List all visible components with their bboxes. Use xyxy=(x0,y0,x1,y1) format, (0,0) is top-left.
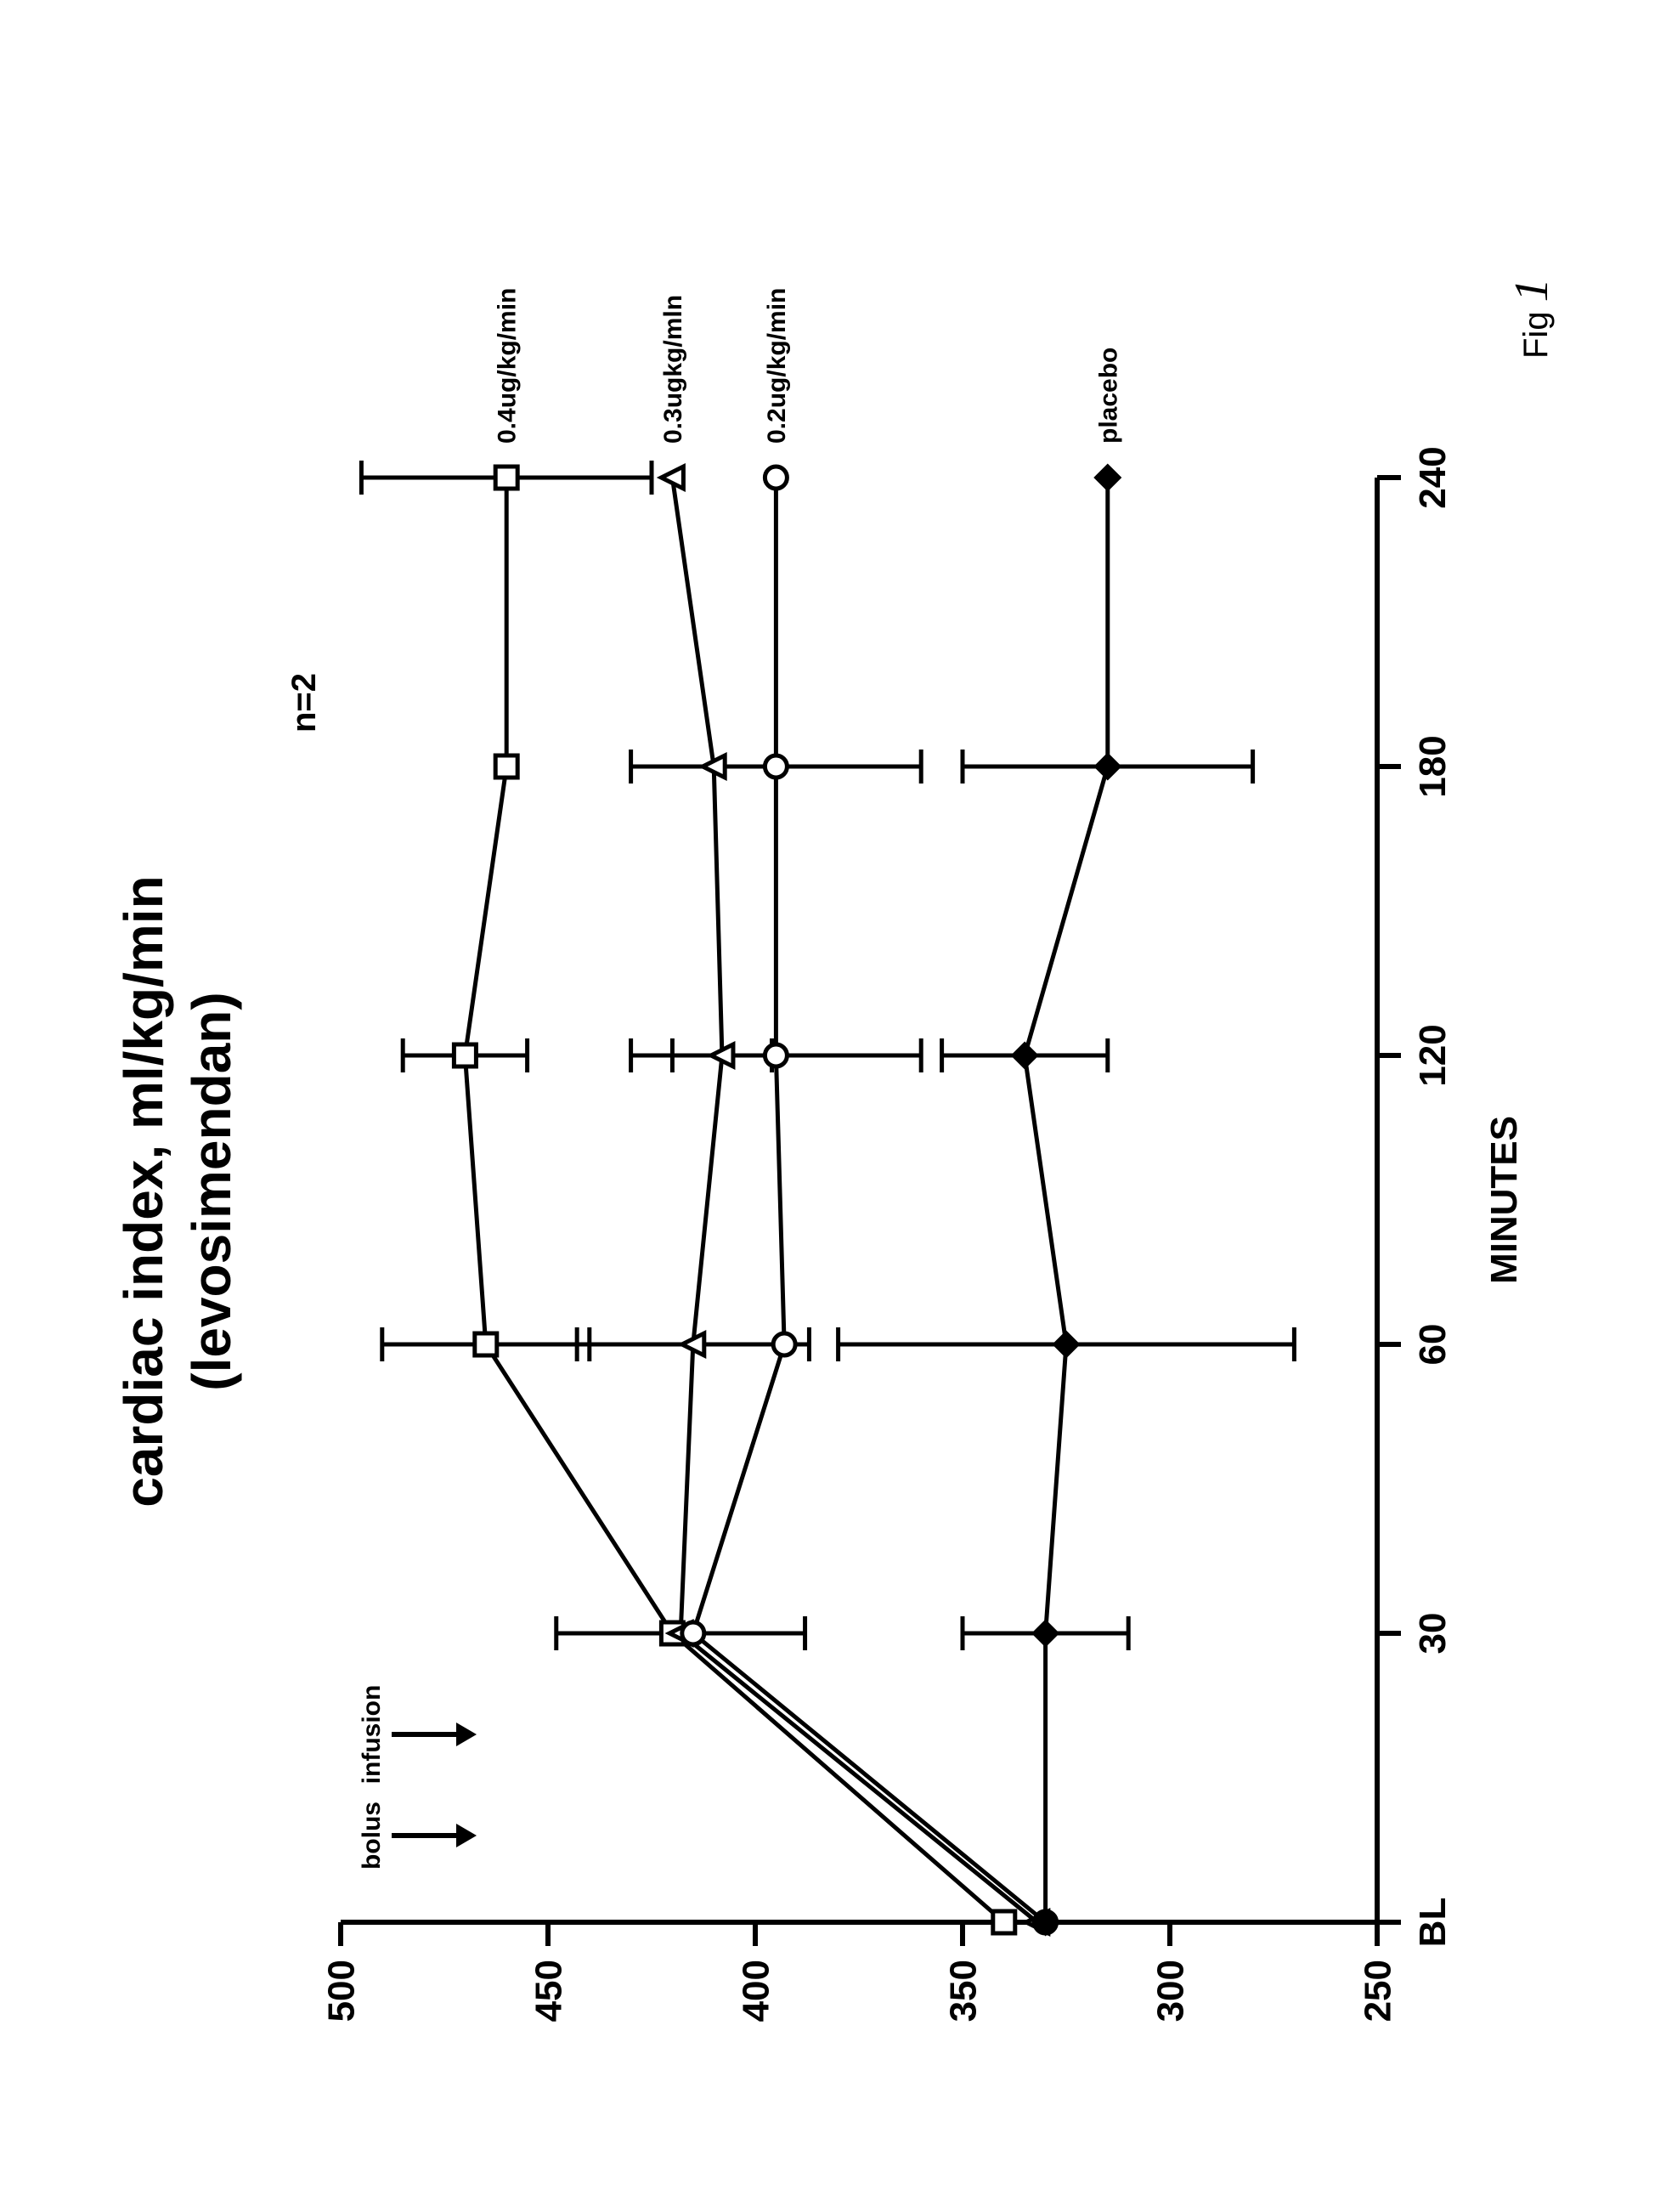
marker-s04 xyxy=(495,755,517,778)
x-tick-label: 180 xyxy=(1412,735,1454,797)
y-tick-label: 450 xyxy=(528,1960,569,2022)
y-tick-label: 250 xyxy=(1357,1960,1398,2022)
marker-s04 xyxy=(495,467,517,489)
series-label-s04: 0.4ug/kg/min xyxy=(493,287,521,443)
y-tick-label: 500 xyxy=(320,1960,362,2022)
y-tick-label: 300 xyxy=(1149,1960,1191,2022)
x-tick-label: 120 xyxy=(1412,1024,1454,1086)
marker-s02 xyxy=(681,1622,703,1644)
x-tick-label: 60 xyxy=(1412,1323,1454,1365)
marker-s02 xyxy=(765,467,787,489)
marker-s02 xyxy=(765,755,787,778)
series-label-s02: 0.2ug/kg/min xyxy=(762,287,790,443)
marker-s04 xyxy=(992,1911,1014,1933)
cardiac-index-chart: cardiac index, ml/kg/min(levosimendan) 25… xyxy=(69,87,1598,2126)
x-axis-label: MINUTES xyxy=(1483,1116,1525,1284)
y-tick-label: 400 xyxy=(735,1960,777,2022)
marker-s04 xyxy=(474,1333,496,1355)
marker-s02 xyxy=(765,1044,787,1066)
annotation-n2: n=2 xyxy=(285,672,323,732)
x-tick-label: BL xyxy=(1412,1897,1454,1947)
chart-title-line1: cardiac index, ml/kg/min xyxy=(113,875,174,1507)
x-tick-label: 240 xyxy=(1412,446,1454,508)
chart-bg xyxy=(69,87,1598,2126)
marker-s04 xyxy=(454,1044,476,1066)
x-tick-label: 30 xyxy=(1412,1612,1454,1654)
chart-title-line2: (levosimendan) xyxy=(181,992,242,1390)
series-label-plc: placebo xyxy=(1094,347,1122,443)
annotation-bolus: bolus xyxy=(358,1802,386,1870)
y-tick-label: 350 xyxy=(942,1960,984,2022)
series-label-s03: 0.3ugkg/mln xyxy=(658,294,686,443)
annotation-infusion: infusion xyxy=(358,1684,386,1784)
marker-s02 xyxy=(773,1333,795,1355)
